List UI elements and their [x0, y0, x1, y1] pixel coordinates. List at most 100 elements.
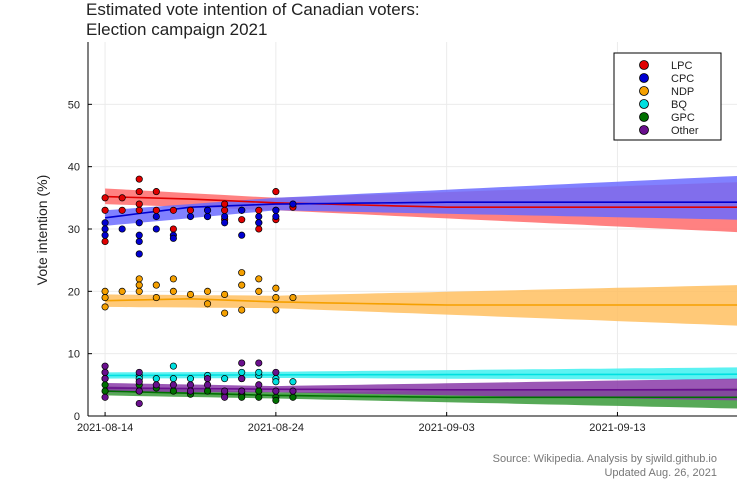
point-other [289, 387, 297, 395]
point-lpc [135, 188, 143, 196]
point-other [238, 375, 246, 383]
point-other [221, 387, 229, 395]
point-cpc [204, 212, 212, 221]
point-bq [238, 368, 246, 376]
point-lpc [272, 188, 280, 196]
point-other [135, 378, 143, 386]
point-lpc [169, 225, 177, 233]
point-gpc [255, 387, 263, 395]
point-cpc [101, 231, 109, 239]
trend-line-cpc [105, 201, 737, 219]
point-ndp [238, 306, 246, 314]
x-tick-label: 2021-08-14 [77, 422, 133, 434]
point-other [101, 375, 109, 383]
point-other [101, 393, 109, 401]
point-lpc [169, 206, 177, 214]
point-ndp [135, 287, 143, 295]
point-lpc [221, 200, 229, 208]
point-cpc [101, 219, 109, 227]
point-ndp [289, 294, 297, 302]
point-ndp [169, 287, 177, 295]
point-lpc [152, 188, 160, 196]
point-ndp [118, 287, 126, 295]
legend-marker-ndp [639, 86, 649, 96]
point-gpc [204, 387, 212, 395]
point-ndp [272, 294, 280, 302]
point-cpc [118, 225, 126, 233]
plot-area: 0 10 20 30 40 50 2021-08-14 2021-08-24 2021-09-0… [68, 42, 738, 434]
point-lpc [135, 175, 143, 183]
point-cpc [135, 237, 143, 246]
x-tick-label: 2021-09-13 [589, 422, 645, 434]
point-ndp [255, 275, 263, 283]
point-other [169, 381, 177, 389]
point-lpc [118, 194, 126, 202]
point-lpc [255, 225, 263, 233]
point-ndp [101, 287, 109, 295]
point-cpc [135, 250, 143, 258]
point-lpc [101, 194, 109, 202]
band-cpc [105, 176, 738, 226]
point-cpc [238, 206, 246, 214]
x-tick-label: 2021-08-24 [248, 422, 304, 434]
point-cpc [135, 231, 143, 239]
legend-box [613, 52, 722, 141]
point-ndp [169, 275, 177, 283]
point-cpc [272, 206, 280, 214]
point-cpc [152, 225, 160, 233]
point-cpc [221, 219, 229, 227]
point-ndp [238, 269, 246, 277]
point-other [238, 387, 246, 395]
point-ndp [152, 281, 160, 289]
y-axis-label: Vote intention (%) [34, 175, 50, 286]
point-ndp [186, 290, 195, 299]
point-other [255, 381, 263, 389]
x-tick-label: 2021-09-03 [419, 422, 475, 434]
point-ndp [135, 281, 143, 289]
legend-label-other: Other [671, 125, 699, 137]
point-gpc [255, 393, 263, 401]
point-bq [221, 375, 229, 383]
y-tick-label: 40 [68, 162, 80, 174]
point-ndp [255, 287, 263, 295]
point-bq [289, 378, 297, 386]
point-ndp [204, 300, 212, 308]
point-ndp [101, 294, 109, 302]
point-other [204, 375, 212, 383]
point-gpc [272, 396, 280, 404]
point-ndp [272, 284, 280, 292]
point-ndp [135, 275, 143, 283]
point-lpc [135, 200, 143, 208]
point-lpc [186, 206, 195, 214]
point-cpc [221, 212, 229, 221]
legend-label-gpc: GPC [671, 112, 695, 124]
point-ndp [221, 290, 229, 299]
legend-marker-bq [639, 99, 649, 109]
chart-title-line1: Estimated vote intention of Canadian vot… [86, 0, 420, 19]
updated-note: Updated Aug. 26, 2021 [604, 467, 717, 479]
point-cpc [255, 212, 263, 221]
point-gpc [101, 381, 109, 389]
point-lpc [221, 206, 229, 214]
point-lpc [118, 206, 126, 214]
point-bq [152, 375, 160, 383]
point-cpc [289, 200, 297, 208]
point-gpc [101, 387, 109, 395]
legend-label-cpc: CPC [671, 73, 694, 85]
trend-line-gpc [105, 390, 737, 399]
point-cpc [152, 212, 160, 221]
point-lpc [135, 206, 143, 214]
y-tick-label: 0 [74, 411, 80, 423]
legend-label-lpc: LPC [671, 60, 692, 72]
point-bq [186, 375, 195, 383]
source-note: Source: Wikipedia. Analysis by sjwild.gi… [493, 453, 717, 465]
trend-line-other [105, 387, 737, 391]
point-lpc [255, 206, 263, 214]
point-other [221, 393, 229, 401]
point-bq [169, 362, 177, 370]
point-gpc [238, 393, 246, 401]
legend-marker-other [639, 125, 649, 135]
point-ndp [204, 287, 212, 295]
point-other [101, 362, 109, 370]
